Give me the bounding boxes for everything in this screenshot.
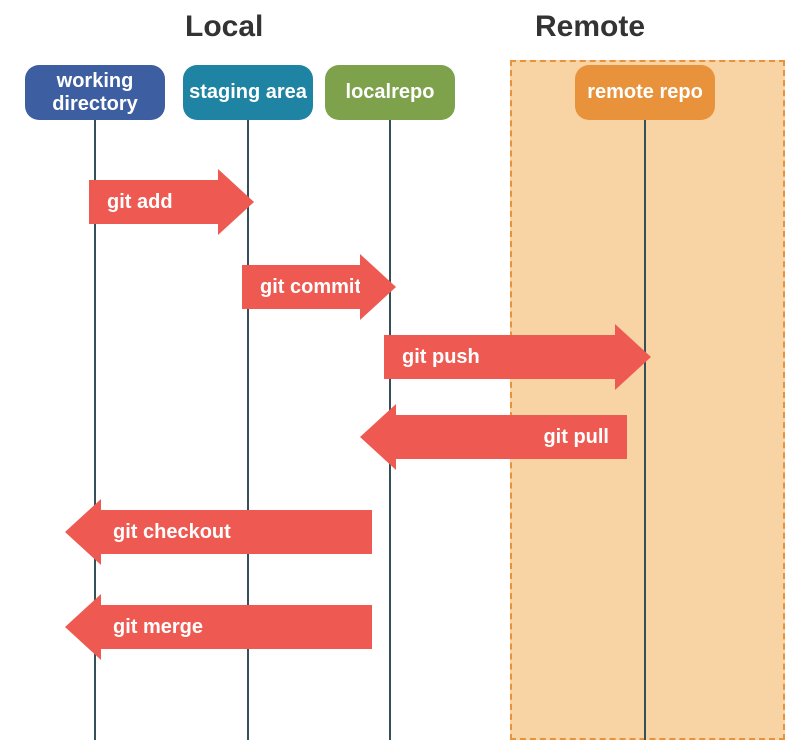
arrow-shaft: git merge: [101, 605, 372, 649]
arrow-label: git add: [107, 191, 173, 214]
lane-label: staging area: [189, 81, 307, 104]
arrow-label: git pull: [543, 426, 609, 449]
lane-label: remote repo: [587, 81, 703, 104]
arrow-shaft: git checkout: [101, 510, 372, 554]
arrow-head-icon: [360, 404, 396, 470]
lane-label: localrepo: [346, 81, 435, 104]
arrow-shaft: git pull: [396, 415, 627, 459]
remote-region: [510, 60, 785, 740]
lane-label: working directory: [31, 70, 159, 116]
lane-pill-staging: staging area: [183, 65, 313, 120]
lane-pill-localrepo: localrepo: [325, 65, 455, 120]
arrow: git checkout: [65, 510, 372, 554]
lifeline-remote: [644, 120, 646, 740]
arrow-head-icon: [615, 324, 651, 390]
arrow: git add: [89, 180, 254, 224]
arrow: git push: [384, 335, 651, 379]
arrow-label: git merge: [113, 616, 203, 639]
arrow: git merge: [65, 605, 372, 649]
section-title-local: Local: [185, 10, 263, 44]
arrow: git commit: [242, 265, 396, 309]
arrow-head-icon: [218, 169, 254, 235]
lane-pill-working: working directory: [25, 65, 165, 120]
arrow: git pull: [360, 415, 627, 459]
arrow-head-icon: [65, 499, 101, 565]
arrow-head-icon: [360, 254, 396, 320]
lane-pill-remote: remote repo: [575, 65, 715, 120]
section-title-remote: Remote: [535, 10, 645, 44]
arrow-shaft: git push: [384, 335, 615, 379]
arrow-label: git push: [402, 346, 480, 369]
arrow-shaft: git commit: [242, 265, 360, 309]
arrow-shaft: git add: [89, 180, 218, 224]
arrow-label: git commit: [260, 276, 361, 299]
arrow-head-icon: [65, 594, 101, 660]
arrow-label: git checkout: [113, 521, 231, 544]
